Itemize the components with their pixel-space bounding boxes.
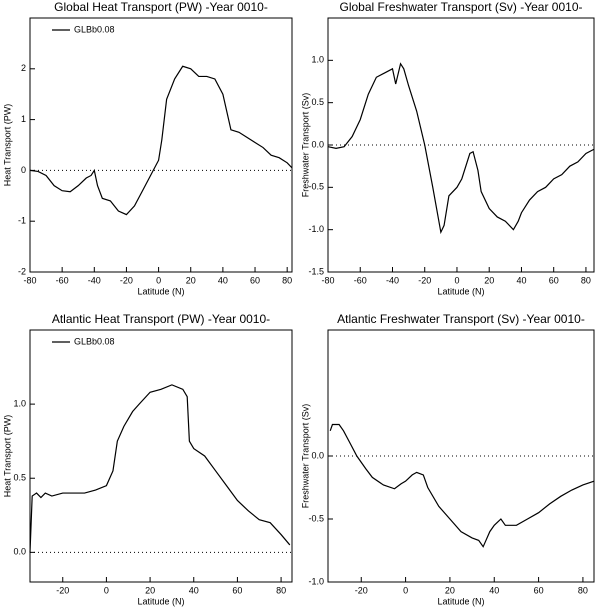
x-tick-label: 40 (189, 585, 199, 595)
y-axis-label: Heat Transport (PW) (2, 415, 12, 498)
x-tick-label: 60 (534, 585, 544, 595)
x-tick-label: -20 (56, 585, 69, 595)
y-tick-label: 1.0 (13, 398, 26, 408)
x-tick-label: -80 (23, 275, 36, 285)
x-tick-label: 60 (232, 585, 242, 595)
series-line (327, 62, 595, 235)
y-axis-label: Freshwater Transport (Sv) (300, 404, 310, 509)
y-tick-label: -0.5 (308, 182, 324, 192)
legend-label: GLBb0.08 (74, 336, 115, 346)
x-tick-label: 80 (578, 585, 588, 595)
y-tick-label: -0.5 (308, 513, 324, 523)
chart-title: Atlantic Freshwater Transport (Sv) -Year… (337, 312, 585, 326)
y-tick-label: -1.5 (308, 266, 324, 276)
x-tick-label: -40 (88, 275, 101, 285)
plot-frame (29, 17, 293, 273)
y-tick-label: -1.0 (308, 224, 324, 234)
x-tick-label: 20 (445, 585, 455, 595)
x-tick-label: 60 (549, 275, 559, 285)
x-axis-label: Latitude (N) (137, 596, 184, 606)
x-tick-label: 60 (250, 275, 260, 285)
plot-frame (29, 329, 293, 583)
x-tick-label: 80 (282, 275, 292, 285)
series-line (29, 384, 291, 553)
x-axis-label: Latitude (N) (437, 286, 484, 296)
y-tick-label: 0.0 (311, 450, 324, 460)
x-tick-label: -80 (321, 275, 334, 285)
y-tick-label: -1.0 (308, 576, 324, 586)
x-tick-label: 0 (104, 585, 109, 595)
x-tick-label: -20 (418, 275, 431, 285)
x-tick-label: -20 (120, 275, 133, 285)
y-tick-label: -2 (18, 266, 26, 276)
series-line (329, 423, 595, 548)
y-tick-label: 1.0 (311, 55, 324, 65)
y-tick-label: 0.0 (311, 139, 324, 149)
x-tick-label: 20 (145, 585, 155, 595)
y-tick-label: 1 (21, 114, 26, 124)
y-tick-label: 0.0 (13, 547, 26, 557)
x-tick-label: -20 (355, 585, 368, 595)
x-tick-label: 80 (581, 275, 591, 285)
x-tick-label: -60 (56, 275, 69, 285)
x-axis-label: Latitude (N) (137, 286, 184, 296)
x-tick-label: 40 (489, 585, 499, 595)
y-axis-label: Heat Transport (PW) (2, 104, 12, 187)
y-tick-label: 0 (21, 165, 26, 175)
chart-title: Global Heat Transport (PW) -Year 0010- (54, 0, 268, 14)
x-tick-label: -60 (354, 275, 367, 285)
y-axis-label: Freshwater Transport (Sv) (300, 93, 310, 198)
chart-title: Atlantic Heat Transport (PW) -Year 0010- (52, 312, 270, 326)
y-tick-label: -1 (18, 216, 26, 226)
chart-title: Global Freshwater Transport (Sv) -Year 0… (340, 0, 583, 14)
x-tick-label: -40 (386, 275, 399, 285)
legend-label: GLBb0.08 (74, 24, 115, 34)
y-tick-label: 2 (21, 63, 26, 73)
x-tick-label: 0 (156, 275, 161, 285)
x-tick-label: 80 (276, 585, 286, 595)
y-tick-label: 0.5 (13, 473, 26, 483)
series-line (29, 65, 293, 216)
x-tick-label: 20 (186, 275, 196, 285)
x-tick-label: 40 (218, 275, 228, 285)
x-tick-label: 40 (516, 275, 526, 285)
x-tick-label: 0 (454, 275, 459, 285)
x-axis-label: Latitude (N) (437, 596, 484, 606)
y-tick-label: 0.5 (311, 97, 324, 107)
x-tick-label: 20 (484, 275, 494, 285)
x-tick-label: 0 (403, 585, 408, 595)
